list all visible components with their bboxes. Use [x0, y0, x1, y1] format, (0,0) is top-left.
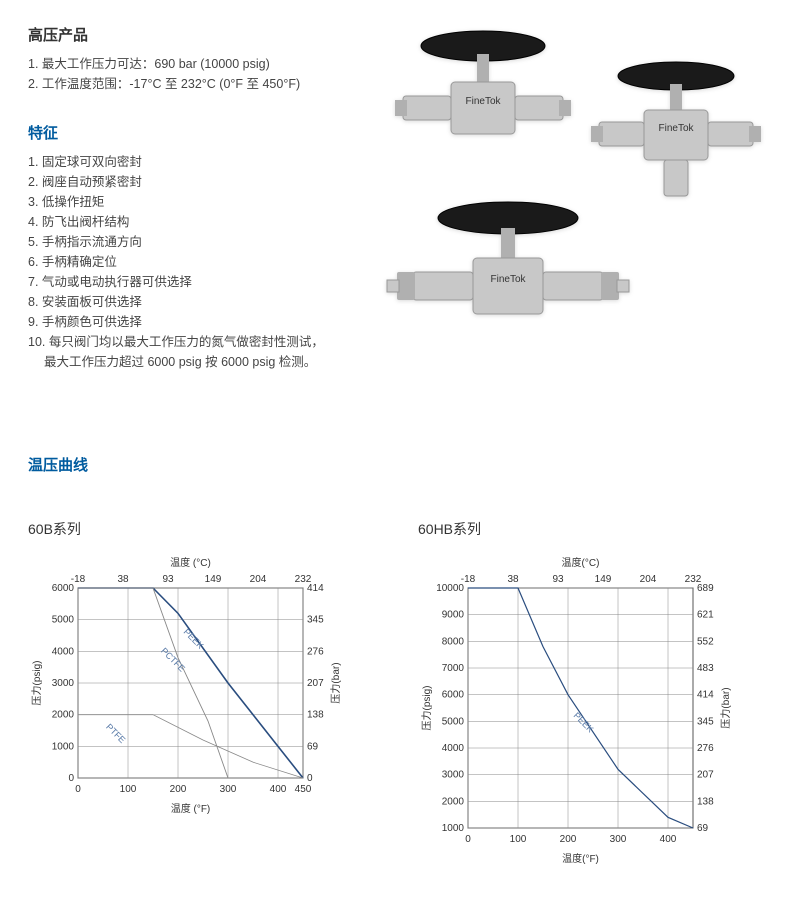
feature-item: 3. 低操作扭矩	[28, 192, 373, 212]
chart-60b: 60B系列 0010006920001383000207400027650003…	[28, 518, 358, 879]
temp-pressure-title: 温压曲线	[28, 454, 771, 478]
svg-text:100: 100	[510, 834, 527, 845]
svg-text:0: 0	[465, 834, 471, 845]
feature-item: 4. 防飞出阀杆结构	[28, 212, 373, 232]
svg-text:200: 200	[170, 784, 187, 795]
features-list: 1. 固定球可双向密封2. 阀座自动预紧密封3. 低操作扭矩4. 防飞出阀杆结构…	[28, 152, 373, 372]
svg-text:400: 400	[660, 834, 677, 845]
svg-text:温度(°C): 温度(°C)	[562, 556, 600, 569]
feature-item: 最大工作压力超过 6000 psig 按 6000 psig 检测。	[28, 352, 373, 372]
svg-text:276: 276	[697, 743, 714, 754]
svg-text:93: 93	[162, 574, 174, 585]
feature-item: 5. 手柄指示流通方向	[28, 232, 373, 252]
valve-image-3: FineTok	[383, 194, 633, 374]
svg-text:1000: 1000	[442, 823, 465, 834]
high-pressure-list: 1. 最大工作压力可达：690 bar (10000 psig) 2. 工作温度…	[28, 54, 373, 94]
svg-text:4000: 4000	[52, 647, 75, 658]
valve-image-1: FineTok	[383, 24, 583, 194]
svg-text:FineTok: FineTok	[658, 123, 694, 134]
svg-text:0: 0	[68, 773, 74, 784]
svg-text:69: 69	[307, 742, 319, 753]
svg-text:0: 0	[75, 784, 81, 795]
svg-text:38: 38	[507, 574, 519, 585]
hp-item: 2. 工作温度范围：-17°C 至 232°C (0°F 至 450°F)	[28, 74, 373, 94]
svg-text:483: 483	[697, 663, 714, 674]
svg-text:100: 100	[120, 784, 137, 795]
high-pressure-title: 高压产品	[28, 24, 373, 48]
svg-text:300: 300	[220, 784, 237, 795]
svg-text:压力(psig): 压力(psig)	[30, 661, 43, 706]
feature-item: 2. 阀座自动预紧密封	[28, 172, 373, 192]
svg-text:压力(bar): 压力(bar)	[329, 663, 342, 704]
feature-item: 7. 气动或电动执行器可供选择	[28, 272, 373, 292]
svg-text:207: 207	[697, 770, 714, 781]
svg-text:232: 232	[295, 574, 312, 585]
svg-text:2000: 2000	[442, 797, 465, 808]
svg-text:0: 0	[307, 773, 313, 784]
svg-text:138: 138	[307, 710, 324, 721]
svg-text:温度 (°C): 温度 (°C)	[170, 556, 211, 569]
svg-text:8000: 8000	[442, 637, 465, 648]
svg-text:621: 621	[697, 610, 714, 621]
svg-text:414: 414	[697, 690, 714, 701]
svg-text:3000: 3000	[52, 678, 75, 689]
svg-text:232: 232	[685, 574, 702, 585]
svg-text:207: 207	[307, 678, 324, 689]
svg-text:149: 149	[595, 574, 612, 585]
svg-text:300: 300	[610, 834, 627, 845]
features-title: 特征	[28, 122, 373, 146]
svg-text:38: 38	[117, 574, 129, 585]
svg-text:400: 400	[270, 784, 287, 795]
svg-text:345: 345	[697, 717, 714, 728]
feature-item: 10. 每只阀门均以最大工作压力的氮气做密封性测试，	[28, 332, 373, 352]
svg-text:5000: 5000	[442, 717, 465, 728]
feature-item: 8. 安装面板可供选择	[28, 292, 373, 312]
svg-text:4000: 4000	[442, 743, 465, 754]
feature-item: 1. 固定球可双向密封	[28, 152, 373, 172]
svg-text:9000: 9000	[442, 610, 465, 621]
chart-60hb: 60HB系列 100069200013830002074000276500034…	[418, 518, 748, 879]
svg-text:温度 (°F): 温度 (°F)	[171, 802, 211, 815]
svg-text:552: 552	[697, 637, 714, 648]
chart1-title: 60B系列	[28, 518, 358, 540]
svg-text:200: 200	[560, 834, 577, 845]
svg-text:-18: -18	[71, 574, 86, 585]
svg-text:204: 204	[250, 574, 267, 585]
chart2-title: 60HB系列	[418, 518, 748, 540]
svg-text:450: 450	[295, 784, 312, 795]
svg-text:6000: 6000	[442, 690, 465, 701]
feature-item: 6. 手柄精确定位	[28, 252, 373, 272]
svg-text:149: 149	[205, 574, 222, 585]
svg-text:-18: -18	[461, 574, 476, 585]
svg-text:3000: 3000	[442, 770, 465, 781]
svg-text:93: 93	[552, 574, 564, 585]
feature-item: 9. 手柄颜色可供选择	[28, 312, 373, 332]
svg-text:345: 345	[307, 615, 324, 626]
product-images: FineTok FineTok FineTok	[373, 24, 771, 394]
svg-text:温度(°F): 温度(°F)	[562, 852, 599, 865]
svg-text:276: 276	[307, 647, 324, 658]
svg-text:138: 138	[697, 797, 714, 808]
svg-text:压力(bar): 压力(bar)	[719, 688, 732, 729]
svg-text:1000: 1000	[52, 742, 75, 753]
svg-text:FineTok: FineTok	[465, 96, 501, 107]
svg-text:5000: 5000	[52, 615, 75, 626]
svg-text:2000: 2000	[52, 710, 75, 721]
svg-text:204: 204	[640, 574, 657, 585]
svg-text:69: 69	[697, 823, 709, 834]
svg-text:7000: 7000	[442, 663, 465, 674]
hp-item: 1. 最大工作压力可达：690 bar (10000 psig)	[28, 54, 373, 74]
svg-text:压力(psig): 压力(psig)	[420, 686, 433, 731]
svg-text:FineTok: FineTok	[490, 274, 526, 285]
